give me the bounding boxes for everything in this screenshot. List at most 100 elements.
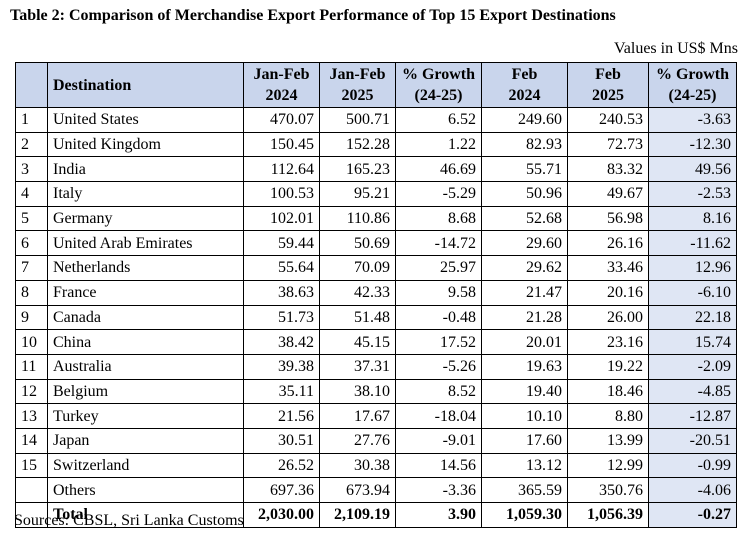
row-growth-janfeb: 6.52 <box>395 107 482 133</box>
row-growth-feb: -12.30 <box>648 131 737 158</box>
row-destination: Others <box>47 477 244 503</box>
row-growth-janfeb: -5.29 <box>395 181 482 207</box>
header-janfeb-2025: Jan-Feb 2025 <box>319 62 396 108</box>
row-growth-janfeb: 17.52 <box>395 329 482 355</box>
row-feb-2024: 20.01 <box>481 329 568 355</box>
row-index: 15 <box>15 452 48 479</box>
row-destination: United Kingdom <box>47 131 244 158</box>
row-feb-2024: 52.68 <box>481 205 568 232</box>
row-janfeb-2024: 100.53 <box>243 181 320 207</box>
row-growth-janfeb: -18.04 <box>395 403 482 429</box>
row-growth-feb: -6.10 <box>648 279 737 306</box>
row-feb-2024: 13.12 <box>481 452 568 479</box>
row-growth-feb: -4.06 <box>648 477 737 503</box>
row-index: 8 <box>15 279 48 306</box>
row-feb-2024: 29.62 <box>481 255 568 281</box>
table-row: 15 Switzerland 26.52 30.38 14.56 13.12 12.99 -0… <box>15 452 737 479</box>
row-janfeb-2025: 51.48 <box>319 304 396 331</box>
row-growth-feb: -20.51 <box>648 427 737 454</box>
row-feb-2024: 82.93 <box>481 131 568 158</box>
row-destination: Canada <box>47 304 244 331</box>
row-growth-feb: 12.96 <box>648 255 737 281</box>
row-index <box>15 477 48 503</box>
row-janfeb-2024: 38.42 <box>243 329 320 355</box>
row-janfeb-2024: 21.56 <box>243 403 320 429</box>
row-feb-2024: 50.96 <box>481 181 568 207</box>
row-destination: Japan <box>47 427 244 454</box>
total-growth-feb: -0.27 <box>648 502 737 528</box>
row-growth-janfeb: -14.72 <box>395 230 482 257</box>
row-growth-janfeb: 1.22 <box>395 131 482 158</box>
row-destination: India <box>47 156 244 183</box>
row-index: 2 <box>15 131 48 158</box>
row-growth-janfeb: 8.68 <box>395 205 482 232</box>
row-growth-janfeb: -5.26 <box>395 353 482 380</box>
row-destination: Germany <box>47 205 244 232</box>
header-growth-janfeb: % Growth (24-25) <box>395 62 482 108</box>
table-row: 14 Japan 30.51 27.76 -9.01 17.60 13.99 -20.51 <box>15 427 737 454</box>
row-destination: France <box>47 279 244 306</box>
table-row: 3 India 112.64 165.23 46.69 55.71 83.32 49.56 <box>15 156 737 183</box>
row-janfeb-2024: 30.51 <box>243 427 320 454</box>
row-janfeb-2024: 112.64 <box>243 156 320 183</box>
row-janfeb-2024: 38.63 <box>243 279 320 306</box>
header-row: Destination Jan-Feb 2024 Jan-Feb 2025 % Gr… <box>15 62 737 108</box>
table-row: 10 China 38.42 45.15 17.52 20.01 23.16 15.74 <box>15 329 737 355</box>
row-growth-janfeb: 25.97 <box>395 255 482 281</box>
row-feb-2025: 56.98 <box>567 205 649 232</box>
row-feb-2025: 240.53 <box>567 107 649 133</box>
row-growth-feb: 15.74 <box>648 329 737 355</box>
total-growth-janfeb: 3.90 <box>395 502 482 528</box>
total-feb-2025: 1,056.39 <box>567 502 649 528</box>
row-janfeb-2025: 27.76 <box>319 427 396 454</box>
row-feb-2025: 23.16 <box>567 329 649 355</box>
row-feb-2025: 72.73 <box>567 131 649 158</box>
row-feb-2025: 19.22 <box>567 353 649 380</box>
total-feb-2024: 1,059.30 <box>481 502 568 528</box>
row-index: 11 <box>15 353 48 380</box>
row-destination: Italy <box>47 181 244 207</box>
header-index <box>15 62 48 108</box>
row-janfeb-2025: 50.69 <box>319 230 396 257</box>
row-feb-2025: 18.46 <box>567 378 649 405</box>
table-title: Table 2: Comparison of Merchandise Expor… <box>10 7 616 24</box>
table-row: 11 Australia 39.38 37.31 -5.26 19.63 19.22 -2.0… <box>15 353 737 380</box>
row-index: 3 <box>15 156 48 183</box>
row-index: 5 <box>15 205 48 232</box>
row-feb-2024: 17.60 <box>481 427 568 454</box>
row-feb-2024: 249.60 <box>481 107 568 133</box>
row-destination: China <box>47 329 244 355</box>
row-janfeb-2024: 59.44 <box>243 230 320 257</box>
row-growth-feb: 49.56 <box>648 156 737 183</box>
header-feb-2025: Feb 2025 <box>567 62 649 108</box>
row-destination: United Arab Emirates <box>47 230 244 257</box>
row-index: 14 <box>15 427 48 454</box>
export-table: Destination Jan-Feb 2024 Jan-Feb 2025 % Gr… <box>15 62 737 528</box>
row-destination: Belgium <box>47 378 244 405</box>
row-growth-janfeb: -9.01 <box>395 427 482 454</box>
row-feb-2025: 8.80 <box>567 403 649 429</box>
row-destination: Switzerland <box>47 452 244 479</box>
row-destination: United States <box>47 107 244 133</box>
table-row: 12 Belgium 35.11 38.10 8.52 19.40 18.46 -4.85 <box>15 378 737 405</box>
row-index: 4 <box>15 181 48 207</box>
table-row: 13 Turkey 21.56 17.67 -18.04 10.10 8.80 -12.87 <box>15 403 737 429</box>
row-feb-2024: 29.60 <box>481 230 568 257</box>
row-growth-feb: -0.99 <box>648 452 737 479</box>
row-janfeb-2025: 152.28 <box>319 131 396 158</box>
row-growth-feb: -11.62 <box>648 230 737 257</box>
units-note: Values in US$ Mns <box>613 40 738 57</box>
row-janfeb-2025: 45.15 <box>319 329 396 355</box>
table-row: 7 Netherlands 55.64 70.09 25.97 29.62 33.46 12.… <box>15 255 737 281</box>
header-janfeb-2024: Jan-Feb 2024 <box>243 62 320 108</box>
row-janfeb-2025: 110.86 <box>319 205 396 232</box>
row-growth-janfeb: -3.36 <box>395 477 482 503</box>
row-janfeb-2024: 150.45 <box>243 131 320 158</box>
total-janfeb-2025: 2,109.19 <box>319 502 396 528</box>
row-janfeb-2024: 51.73 <box>243 304 320 331</box>
row-feb-2024: 10.10 <box>481 403 568 429</box>
row-growth-janfeb: -0.48 <box>395 304 482 331</box>
table-row: 5 Germany 102.01 110.86 8.68 52.68 56.98 8.16 <box>15 205 737 232</box>
row-growth-feb: -2.09 <box>648 353 737 380</box>
row-feb-2025: 49.67 <box>567 181 649 207</box>
